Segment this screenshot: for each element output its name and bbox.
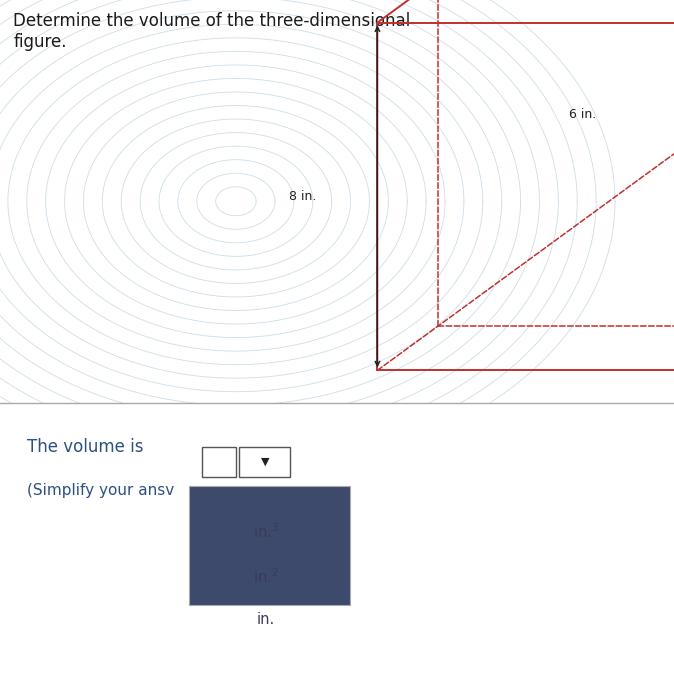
Text: Determine the volume of the three-dimensional
figure.: Determine the volume of the three-dimens… xyxy=(13,12,410,51)
FancyBboxPatch shape xyxy=(202,447,236,477)
Text: in.: in. xyxy=(257,612,276,627)
Text: 6 in.: 6 in. xyxy=(570,108,596,120)
Text: ▼: ▼ xyxy=(261,457,269,467)
Text: in.$^{2}$: in.$^{2}$ xyxy=(253,567,279,586)
FancyBboxPatch shape xyxy=(189,486,350,605)
Text: (Simplify your ansv: (Simplify your ansv xyxy=(27,483,174,498)
Text: in.$^{3}$: in.$^{3}$ xyxy=(253,523,279,541)
FancyBboxPatch shape xyxy=(239,447,290,477)
Text: The volume is: The volume is xyxy=(27,438,144,456)
Text: 8 in.: 8 in. xyxy=(289,190,317,203)
